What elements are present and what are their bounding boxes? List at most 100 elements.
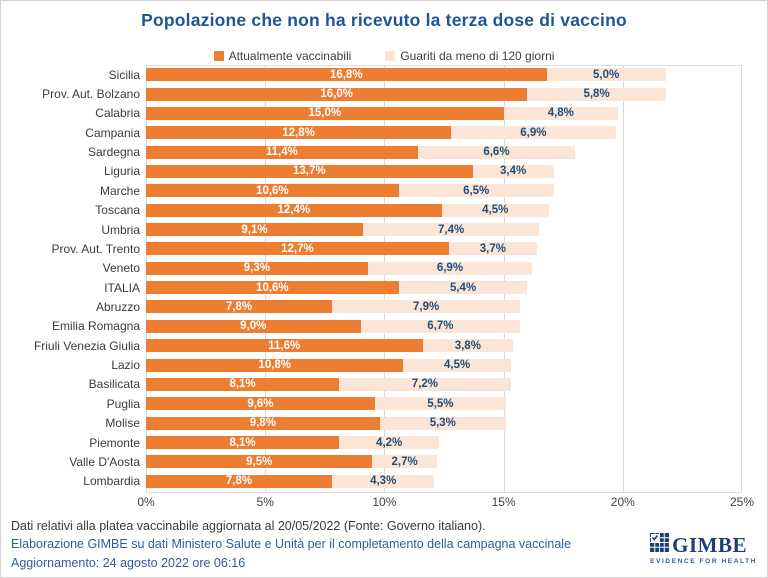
gridline bbox=[384, 66, 386, 492]
chart-row: Marche 10,6% 6,5% bbox=[1, 183, 767, 198]
bar-segment-vaccinabili: 11,6% bbox=[146, 339, 423, 353]
chart-row: Toscana 12,4% 4,5% bbox=[1, 203, 767, 217]
x-axis-tick: 25% bbox=[729, 495, 755, 509]
gimbe-logo-icon bbox=[650, 533, 670, 557]
chart-row: Veneto 9,3% 6,9% bbox=[1, 261, 767, 276]
chart-row: Prov. Aut. Trento 12,7% 3,7% bbox=[1, 241, 767, 256]
bar-stack: 16,8% 5,0% bbox=[146, 68, 742, 82]
bar-segment-guariti: 3,4% bbox=[472, 164, 554, 178]
category-label: ITALIA bbox=[104, 280, 140, 295]
bar-segment-vaccinabili: 8,1% bbox=[146, 436, 340, 449]
chart-row: Sardegna 11,4% 6,6% bbox=[1, 145, 767, 160]
footer-note-source: Dati relativi alla platea vaccinabile ag… bbox=[11, 518, 486, 533]
bar-stack: 8,1% 7,2% bbox=[146, 377, 742, 391]
x-axis-tick: 20% bbox=[610, 495, 635, 509]
bar-stack: 8,1% 4,2% bbox=[146, 436, 742, 449]
bar-segment-vaccinabili: 7,8% bbox=[146, 300, 332, 314]
category-label: Valle D'Aosta bbox=[69, 454, 140, 469]
x-axis-tick: 0% bbox=[137, 495, 155, 509]
bar-segment-guariti: 5,8% bbox=[527, 87, 666, 101]
chart-row: Campania 12,8% 6,9% bbox=[1, 126, 767, 140]
bar-stack: 10,6% 6,5% bbox=[146, 184, 742, 198]
chart-row: Lazio 10,8% 4,5% bbox=[1, 358, 767, 373]
bar-segment-vaccinabili: 9,3% bbox=[146, 261, 368, 275]
chart-row: Puglia 9,6% 5,5% bbox=[1, 396, 767, 411]
legend: Attualmente vaccinabili Guariti da meno d… bbox=[1, 49, 767, 63]
bar-segment-vaccinabili: 10,8% bbox=[146, 358, 404, 372]
bar-stack: 7,8% 7,9% bbox=[146, 300, 742, 314]
bar-segment-guariti: 4,5% bbox=[441, 203, 549, 217]
bar-segment-vaccinabili: 9,6% bbox=[146, 397, 375, 411]
bar-segment-guariti: 7,4% bbox=[362, 223, 540, 237]
bar-stack: 9,0% 6,7% bbox=[146, 319, 742, 333]
category-label: Marche bbox=[99, 183, 140, 198]
bar-segment-vaccinabili: 16,8% bbox=[146, 68, 547, 82]
gimbe-logo: GIMBE EVIDENCE FOR HEALTH bbox=[650, 533, 757, 565]
gridline bbox=[265, 66, 267, 492]
bar-stack: 16,0% 5,8% bbox=[146, 87, 742, 101]
x-axis-tick: 15% bbox=[491, 495, 516, 509]
bar-segment-guariti: 6,5% bbox=[398, 184, 554, 198]
bar-segment-vaccinabili: 9,5% bbox=[146, 455, 373, 469]
chart-title: Popolazione che non ha ricevuto la terza… bbox=[141, 10, 627, 30]
bar-segment-guariti: 4,2% bbox=[339, 436, 440, 449]
bar-segment-vaccinabili: 16,0% bbox=[146, 87, 528, 101]
category-label: Prov. Aut. Bolzano bbox=[42, 87, 140, 102]
bar-stack: 15,0% 4,8% bbox=[146, 106, 742, 120]
bar-segment-guariti: 6,9% bbox=[451, 126, 616, 140]
chart-row: Lombardia 7,8% 4,3% bbox=[1, 474, 767, 489]
category-label: Prov. Aut. Trento bbox=[51, 241, 141, 256]
category-label: Liguria bbox=[103, 164, 140, 179]
bar-segment-guariti: 5,0% bbox=[546, 68, 666, 82]
chart-row: Sicilia 16,8% 5,0% bbox=[1, 67, 767, 82]
footer-note-update: Aggiornamento: 24 agosto 2022 ore 06:16 bbox=[11, 555, 246, 570]
gridline bbox=[146, 66, 147, 492]
bar-segment-vaccinabili: 13,7% bbox=[146, 164, 473, 178]
bar-segment-guariti: 4,8% bbox=[503, 106, 619, 120]
category-label: Veneto bbox=[102, 261, 140, 276]
bar-segment-guariti: 6,7% bbox=[360, 319, 521, 333]
category-label: Lombardia bbox=[83, 474, 140, 489]
bar-segment-guariti: 4,5% bbox=[403, 358, 511, 372]
legend-swatch bbox=[385, 51, 396, 61]
chart-row: Abruzzo 7,8% 7,9% bbox=[1, 300, 767, 314]
bar-stack: 11,4% 6,6% bbox=[146, 145, 742, 159]
legend-item: Attualmente vaccinabili bbox=[213, 49, 352, 63]
legend-label: Attualmente vaccinabili bbox=[228, 49, 352, 63]
gimbe-logo-text: GIMBE bbox=[672, 533, 747, 557]
bar-segment-vaccinabili: 7,8% bbox=[146, 474, 332, 488]
category-label: Lazio bbox=[111, 358, 140, 373]
bar-segment-vaccinabili: 10,6% bbox=[146, 184, 399, 198]
chart-row: Prov. Aut. Bolzano 16,0% 5,8% bbox=[1, 87, 767, 102]
category-label: Sardegna bbox=[87, 145, 140, 160]
category-label: Friuli Venezia Giulia bbox=[33, 338, 140, 353]
bar-segment-guariti: 7,9% bbox=[331, 300, 521, 314]
category-label: Molise bbox=[105, 416, 140, 431]
bar-segment-vaccinabili: 15,0% bbox=[146, 106, 504, 120]
x-axis-tick: 10% bbox=[372, 495, 397, 509]
bar-stack: 9,1% 7,4% bbox=[146, 223, 742, 237]
bar-segment-guariti: 5,3% bbox=[379, 416, 506, 430]
bar-stack: 13,7% 3,4% bbox=[146, 164, 742, 178]
bar-segment-vaccinabili: 8,1% bbox=[146, 377, 340, 391]
chart-row: Friuli Venezia Giulia 11,6% 3,8% bbox=[1, 338, 767, 353]
bar-stack: 12,7% 3,7% bbox=[146, 242, 742, 256]
bar-stack: 11,6% 3,8% bbox=[146, 339, 742, 353]
bar-segment-vaccinabili: 12,4% bbox=[146, 203, 442, 217]
bar-stack: 9,8% 5,3% bbox=[146, 416, 742, 430]
category-label: Calabria bbox=[95, 106, 140, 121]
chart-row: Basilicata 8,1% 7,2% bbox=[1, 377, 767, 391]
category-label: Sicilia bbox=[108, 67, 140, 82]
gridline bbox=[741, 66, 742, 492]
chart-rows: Sicilia 16,8% 5,0% Prov. Aut. Bolzano 16,0% 5… bbox=[1, 65, 767, 491]
category-label: Puglia bbox=[106, 396, 140, 411]
chart-row: Piemonte 8,1% 4,2% bbox=[1, 436, 767, 450]
gridline bbox=[622, 66, 624, 492]
bar-segment-guariti: 6,9% bbox=[367, 261, 533, 275]
bar-stack: 9,5% 2,7% bbox=[146, 455, 742, 469]
bar-segment-guariti: 2,7% bbox=[372, 455, 437, 469]
bar-segment-vaccinabili: 12,8% bbox=[146, 126, 452, 140]
chart-row: Calabria 15,0% 4,8% bbox=[1, 106, 767, 121]
category-label: Emilia Romagna bbox=[51, 319, 140, 334]
